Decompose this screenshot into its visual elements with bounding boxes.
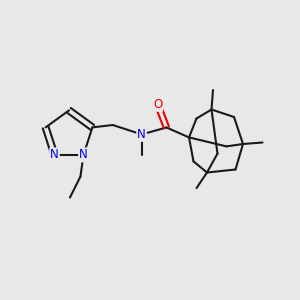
- Text: O: O: [153, 98, 162, 111]
- Text: N: N: [50, 148, 59, 161]
- Text: N: N: [79, 148, 88, 161]
- Text: N: N: [137, 128, 146, 141]
